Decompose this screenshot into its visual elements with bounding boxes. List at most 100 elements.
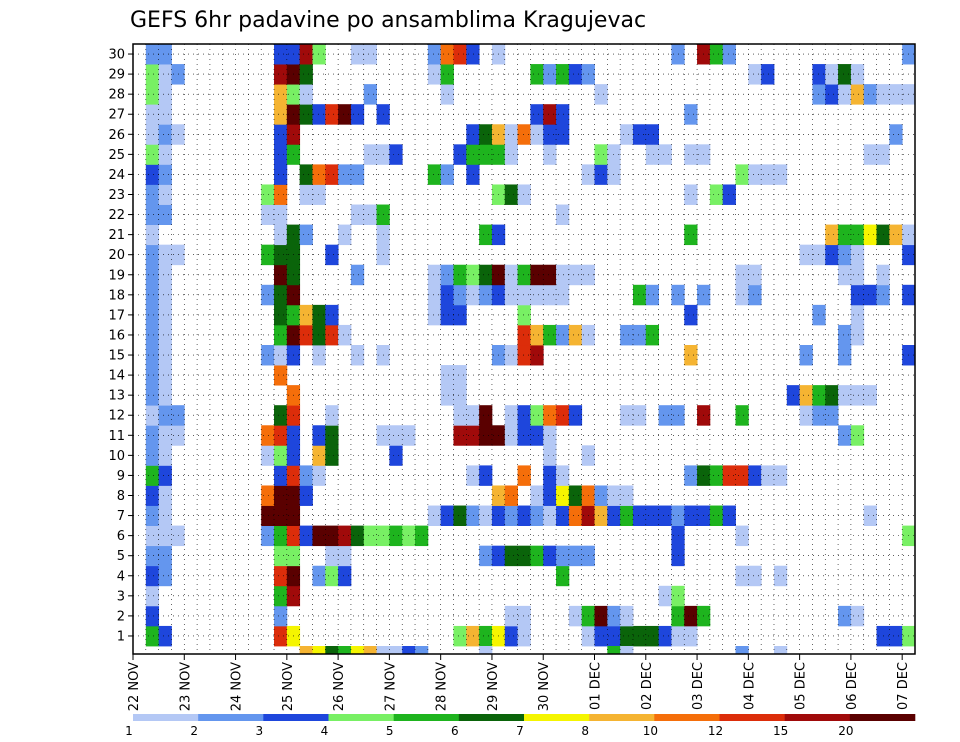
legend-label: 4 [321,724,329,738]
x-tick-label: 01 DEC [589,662,604,710]
precip-cell [684,104,698,125]
precip-cell [158,284,172,306]
precip-cell [838,425,852,446]
precip-cell [735,264,749,286]
precip-cell [504,264,518,286]
precip-cell [389,525,403,547]
precip-cell [389,646,403,655]
precip-cell [389,425,403,446]
precip-cell [312,164,326,185]
y-axis-ticks: 1234567891011121314151617181920212223242… [108,48,133,644]
precip-cell [158,324,172,346]
precip-cell [645,124,660,145]
x-tick-label: 07 DEC [896,662,911,710]
precip-cell [709,505,724,526]
precip-cell [338,324,352,346]
legend-swatch [784,714,851,721]
y-tick-label: 15 [108,349,125,364]
precip-cell [453,385,467,406]
precip-cell [568,64,583,85]
legend-label: 7 [516,724,524,738]
precip-cell [850,304,865,326]
precip-cell [709,465,724,486]
x-tick-label: 29 NOV [486,662,501,711]
precip-cell [543,545,557,567]
precip-cell [158,425,172,446]
precip-cell [312,565,326,587]
y-tick-label: 5 [117,549,125,564]
precip-cell [504,284,518,306]
precip-cell [158,445,172,466]
precip-cell [684,304,698,326]
precip-cell [517,405,531,426]
precip-cell [274,84,288,105]
precip-cell [145,64,160,85]
precip-cell [632,324,647,346]
y-tick-label: 28 [108,88,125,103]
precip-cell [145,345,160,366]
precip-cell [338,646,352,655]
precip-cell [158,485,172,506]
precip-cell [389,445,403,466]
precip-cell [274,224,288,246]
precip-cell [568,505,583,526]
precip-cell [684,144,698,165]
legend-label: 20 [838,724,853,738]
precip-cell [812,405,826,426]
y-tick-label: 26 [108,128,125,143]
precip-cell [479,264,493,286]
precip-cell [274,365,288,386]
precip-cell [274,485,288,506]
precip-cell [799,405,813,426]
precip-cell [261,184,275,205]
precip-cell [543,465,557,486]
precip-cell [735,164,749,185]
precip-cell [543,505,557,526]
precip-cell [658,144,672,165]
precip-cell [145,244,160,266]
precip-cell [773,164,788,185]
precip-cell [350,204,365,225]
precip-cell [838,324,852,346]
precip-cell [479,425,493,446]
precip-cell [350,104,365,125]
y-tick-label: 29 [108,68,125,83]
precip-cell [748,64,762,85]
precip-cell [517,425,531,446]
precip-cell [274,44,288,65]
precip-cell [838,385,852,406]
precip-cell [325,104,339,125]
precip-cell [453,405,467,426]
precip-cell [145,204,160,225]
precip-cell [427,505,442,526]
precip-cell [145,284,160,306]
precip-cell [825,244,839,266]
precip-cell [299,304,313,326]
precip-cell [556,284,570,306]
precip-cell [620,646,634,655]
precip-cell [620,324,634,346]
y-tick-label: 9 [117,469,125,484]
precip-cell [825,84,839,105]
precip-cell [530,124,544,145]
precip-cell [453,425,467,446]
precip-cell [158,104,172,125]
precip-cell [312,324,326,346]
y-tick-label: 11 [108,429,125,444]
precip-cell [145,605,160,627]
precip-cell [145,445,160,466]
precip-cell [863,224,877,246]
y-tick-label: 2 [117,609,125,624]
precip-cell [466,44,480,65]
precip-cell [466,164,480,185]
precip-cell [517,345,531,366]
precip-cell [350,264,365,286]
precip-cell [632,505,647,526]
precip-cell [479,505,493,526]
precip-cell [274,605,288,627]
precip-cell [466,465,480,486]
x-tick-label: 27 NOV [383,662,398,711]
precip-cell [415,646,429,655]
precip-cell [543,445,557,466]
legend-swatch [719,714,785,721]
